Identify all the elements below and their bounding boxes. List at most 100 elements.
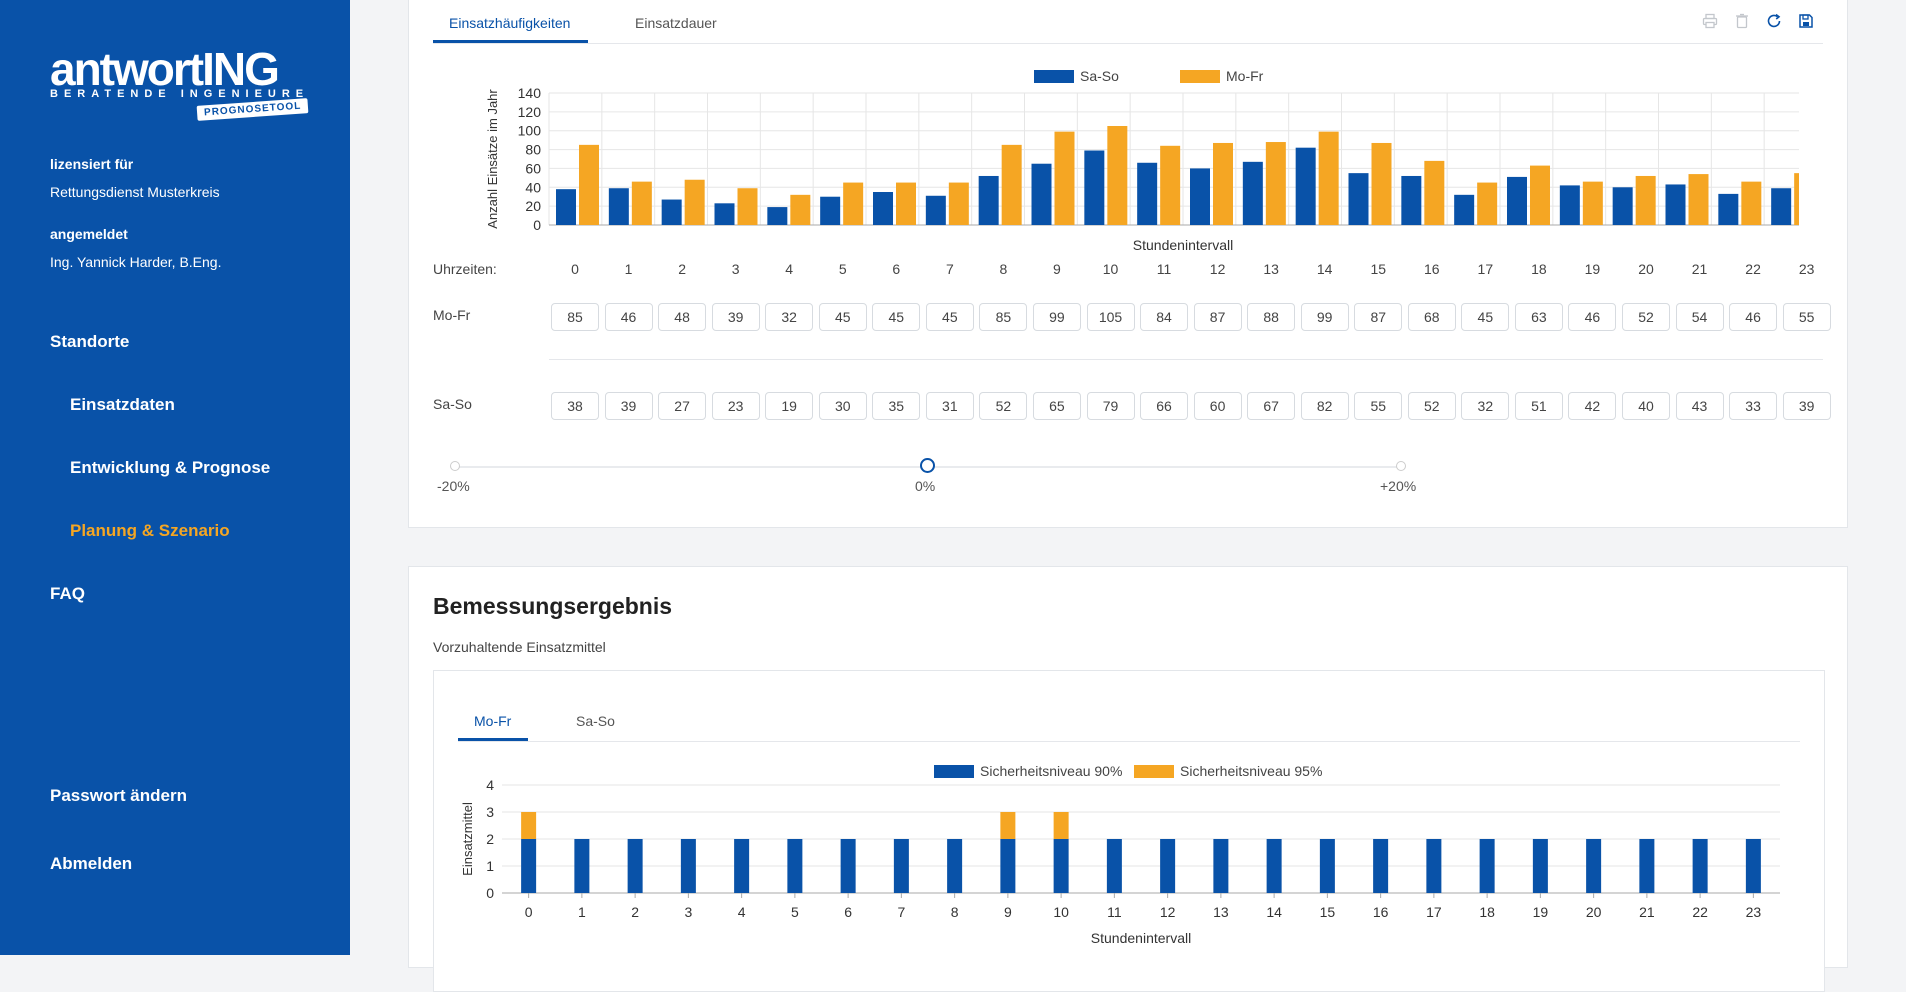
mofr-value-input[interactable]: 45	[925, 303, 974, 331]
bar-level90	[1426, 839, 1442, 893]
x-tick-label: 19	[1533, 904, 1549, 920]
bar-level90	[1586, 839, 1602, 893]
hour-label: 7	[945, 261, 954, 277]
legend-swatch	[1034, 70, 1074, 83]
x-tick-label: 2	[631, 904, 639, 920]
x-tick-label: 11	[1107, 904, 1122, 920]
saso-value-input[interactable]: 32	[1461, 392, 1510, 420]
mofr-value-input[interactable]: 48	[658, 303, 707, 331]
saso-value-input[interactable]: 67	[1247, 392, 1296, 420]
mofr-value-input[interactable]: 87	[1354, 303, 1403, 331]
mofr-value-input[interactable]: 85	[551, 303, 599, 331]
slider-mid-label: 0%	[915, 478, 936, 494]
saso-value-input[interactable]: 65	[1032, 392, 1081, 420]
y-tick-label: 60	[525, 160, 541, 176]
mofr-value-input[interactable]: 87	[1193, 303, 1242, 331]
refresh-icon[interactable]	[1766, 13, 1782, 29]
nav-einsatzdaten[interactable]: Einsatzdaten	[70, 395, 175, 414]
saso-value-input[interactable]: 38	[551, 392, 599, 420]
trash-icon[interactable]	[1734, 13, 1750, 29]
logo: antwortING BERATENDE INGENIEURE PROGNOSE…	[50, 43, 309, 124]
hour-label: 8	[999, 261, 1008, 277]
hour-label: 2	[678, 261, 686, 277]
bar-level90	[1106, 839, 1122, 893]
bar-mofr	[1054, 131, 1075, 225]
saso-value-input[interactable]: 52	[1407, 392, 1456, 420]
x-tick-label: 13	[1213, 904, 1229, 920]
mofr-value-input[interactable]: 46	[604, 303, 653, 331]
mofr-value-input[interactable]: 63	[1514, 303, 1563, 331]
mofr-value-input[interactable]: 45	[818, 303, 867, 331]
saso-value-input[interactable]: 40	[1622, 392, 1670, 420]
saso-value-input[interactable]: 30	[818, 392, 867, 420]
nav-entwicklung-prognose[interactable]: Entwicklung & Prognose	[70, 458, 271, 477]
saso-value-input[interactable]: 39	[604, 392, 653, 420]
bar-mofr	[1160, 145, 1181, 225]
x-tick-label: 1	[578, 904, 586, 920]
bar-saso	[1295, 147, 1316, 225]
bar-level90	[1266, 839, 1282, 893]
y-axis-title: Einsatzmittel	[460, 802, 475, 876]
bar-level90	[947, 839, 963, 893]
mofr-value-input[interactable]: 99	[1300, 303, 1349, 331]
mofr-value-input[interactable]: 55	[1782, 303, 1831, 331]
y-tick-label: 2	[486, 831, 494, 847]
bar-saso	[556, 189, 576, 225]
mofr-value-input[interactable]: 45	[1461, 303, 1510, 331]
saso-value-input[interactable]: 42	[1568, 392, 1617, 420]
bar-level90	[680, 839, 696, 893]
mofr-value-input[interactable]: 54	[1675, 303, 1724, 331]
bar-saso	[1507, 176, 1527, 225]
hour-label: 19	[1584, 261, 1601, 277]
saso-value-input[interactable]: 23	[711, 392, 760, 420]
saso-value-input[interactable]: 39	[1782, 392, 1831, 420]
bar-saso	[1242, 161, 1263, 225]
print-icon[interactable]	[1702, 13, 1718, 29]
saso-value-input[interactable]: 82	[1300, 392, 1349, 420]
saso-value-input[interactable]: 79	[1086, 392, 1135, 420]
mofr-value-input[interactable]: 85	[979, 303, 1028, 331]
nav-faq[interactable]: FAQ	[50, 584, 85, 603]
mofr-value-input[interactable]: 88	[1247, 303, 1296, 331]
hour-label: 23	[1798, 261, 1815, 277]
logout-link[interactable]: Abmelden	[50, 854, 133, 873]
slider-handle[interactable]	[920, 458, 935, 473]
mofr-value-input[interactable]: 46	[1568, 303, 1617, 331]
saso-value-input[interactable]: 66	[1140, 392, 1189, 420]
nav-standorte[interactable]: Standorte	[50, 332, 130, 351]
logo-title: antwortING	[50, 43, 280, 95]
saso-value-input[interactable]: 35	[872, 392, 921, 420]
mofr-value-input[interactable]: 32	[765, 303, 814, 331]
mofr-value-input[interactable]: 105	[1086, 303, 1135, 331]
legend-swatch	[934, 765, 974, 778]
saso-value-input[interactable]: 51	[1514, 392, 1563, 420]
mofr-value-input[interactable]: 68	[1407, 303, 1456, 331]
saso-value-input[interactable]: 27	[658, 392, 707, 420]
saso-value-input[interactable]: 19	[765, 392, 814, 420]
bar-level90	[893, 839, 909, 893]
mofr-value-input[interactable]: 45	[872, 303, 921, 331]
mofr-value-input[interactable]: 52	[1622, 303, 1670, 331]
saso-value-input[interactable]: 55	[1354, 392, 1403, 420]
saso-value-input[interactable]: 60	[1193, 392, 1242, 420]
hour-label: 1	[624, 261, 633, 277]
saso-value-input[interactable]: 33	[1729, 392, 1778, 420]
saso-value-input[interactable]: 31	[925, 392, 974, 420]
mofr-value-input[interactable]: 46	[1729, 303, 1778, 331]
bar-mofr	[790, 194, 811, 225]
hour-label: 21	[1691, 261, 1708, 277]
saso-value-input[interactable]: 52	[979, 392, 1028, 420]
tab-mofr[interactable]: Mo-Fr	[474, 713, 512, 729]
tab-einsatzhaeufigkeiten[interactable]: Einsatzhäufigkeiten	[449, 15, 571, 31]
save-icon[interactable]	[1798, 13, 1814, 29]
tab-einsatzdauer[interactable]: Einsatzdauer	[635, 15, 717, 31]
x-tick-label: 21	[1639, 904, 1655, 920]
saso-value-input[interactable]: 43	[1675, 392, 1724, 420]
mofr-value-input[interactable]: 39	[711, 303, 760, 331]
mofr-value-input[interactable]: 99	[1032, 303, 1081, 331]
tab-saso[interactable]: Sa-So	[576, 713, 615, 729]
change-password-link[interactable]: Passwort ändern	[50, 786, 187, 805]
nav-planung-szenario[interactable]: Planung & Szenario	[70, 521, 230, 540]
mofr-value-input[interactable]: 84	[1140, 303, 1189, 331]
x-axis-title: Stundenintervall	[1133, 237, 1233, 253]
